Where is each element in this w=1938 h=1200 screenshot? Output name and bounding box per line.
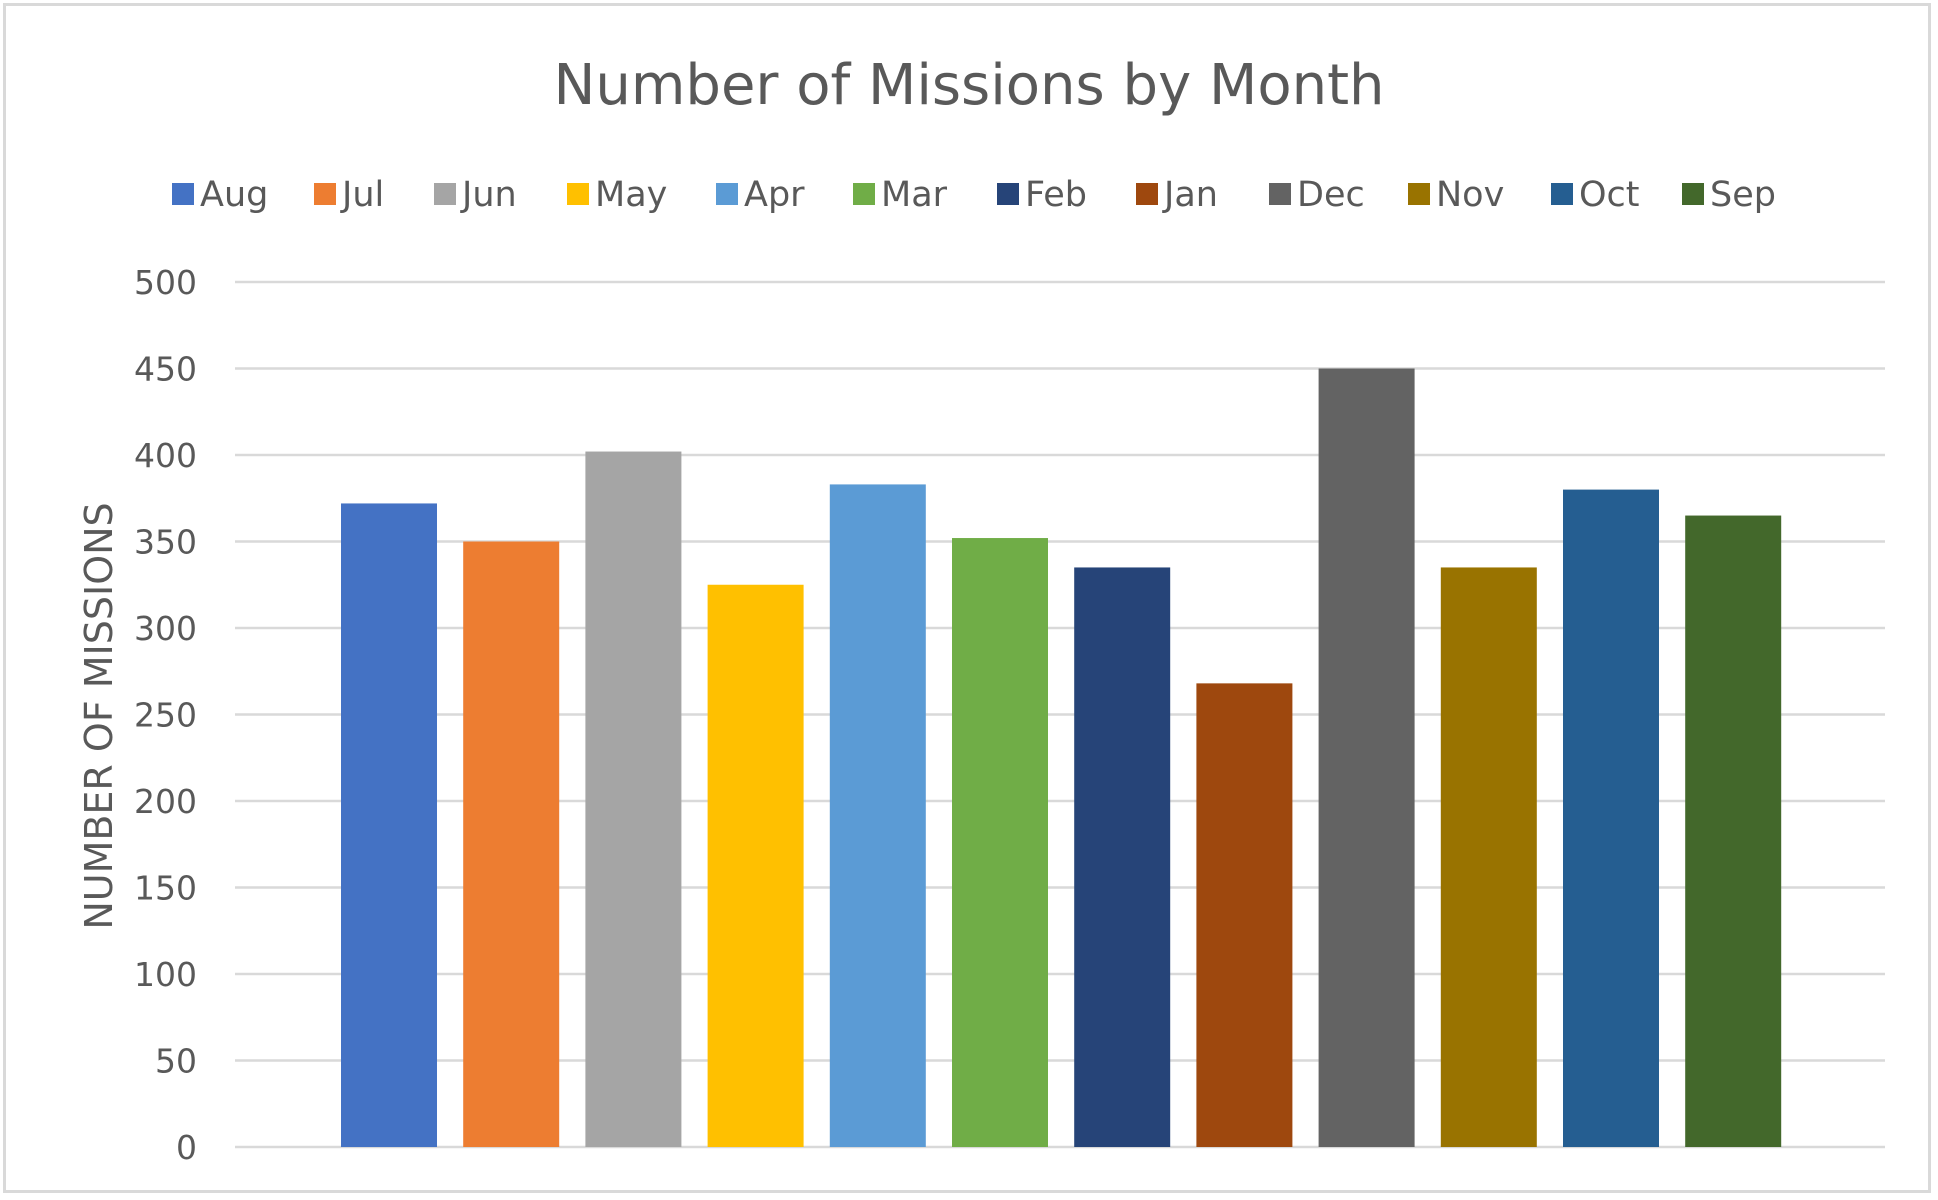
legend-label-jun: Jun xyxy=(460,175,517,215)
legend-label-jul: Jul xyxy=(340,175,384,215)
legend-label-feb: Feb xyxy=(1025,175,1087,215)
bar-nov xyxy=(1440,567,1537,1147)
bar-sep xyxy=(1685,515,1782,1147)
legend-swatch-feb xyxy=(997,183,1019,205)
chart-frame: Number of Missions by Month Aug Jul Jun May… xyxy=(3,3,1931,1193)
legend-swatch-dec xyxy=(1269,183,1291,205)
legend-label-dec: Dec xyxy=(1297,175,1365,215)
y-tick-label: 500 xyxy=(134,263,197,302)
legend-label-mar: Mar xyxy=(881,175,948,215)
bar-may xyxy=(707,584,804,1147)
bar-aug xyxy=(341,503,437,1147)
legend-swatch-apr xyxy=(716,183,738,205)
y-tick-label: 350 xyxy=(134,523,197,562)
y-tick-label: 450 xyxy=(134,350,197,389)
legend-swatch-mar xyxy=(853,183,875,205)
bar-mar xyxy=(952,538,1048,1147)
legend-label-oct: Oct xyxy=(1579,175,1640,215)
y-tick-label: 150 xyxy=(134,869,197,908)
legend-swatch-nov xyxy=(1408,183,1430,205)
y-tick-label: 0 xyxy=(176,1128,197,1167)
bar-apr xyxy=(829,484,926,1147)
bar-chart: Number of Missions by Month Aug Jul Jun May… xyxy=(77,53,1885,1167)
bars xyxy=(341,368,1782,1148)
chart-title: Number of Missions by Month xyxy=(553,53,1384,118)
y-tick-label: 300 xyxy=(134,609,197,648)
y-tick-label: 50 xyxy=(155,1042,197,1081)
legend-label-may: May xyxy=(595,175,667,215)
legend-label-jan: Jan xyxy=(1162,175,1218,215)
legend-swatch-jun xyxy=(434,183,456,205)
legend-swatch-sep xyxy=(1682,183,1704,205)
bar-dec xyxy=(1318,368,1415,1147)
y-tick-label: 100 xyxy=(134,955,197,994)
bar-feb xyxy=(1074,567,1171,1147)
bar-oct xyxy=(1563,489,1659,1148)
legend: Aug Jul Jun May Apr Mar Feb Jan Dec Nov Oct Sep xyxy=(172,175,1776,215)
y-tick-label: 400 xyxy=(134,436,197,475)
y-axis-title: NUMBER OF MISSIONS xyxy=(77,502,121,929)
bar-jun xyxy=(585,451,682,1147)
legend-swatch-jan xyxy=(1136,183,1158,205)
y-axis-ticks: 0 50 100 150 200 250 300 350 400 450 500 xyxy=(134,263,197,1167)
bar-jul xyxy=(463,541,560,1147)
legend-swatch-may xyxy=(567,183,589,205)
y-tick-label: 200 xyxy=(134,782,197,821)
legend-label-nov: Nov xyxy=(1436,175,1504,215)
legend-label-aug: Aug xyxy=(200,175,268,215)
legend-label-sep: Sep xyxy=(1710,175,1776,215)
bar-jan xyxy=(1196,683,1293,1147)
legend-label-apr: Apr xyxy=(744,175,805,215)
legend-swatch-jul xyxy=(314,183,336,205)
legend-swatch-aug xyxy=(172,183,194,205)
legend-swatch-oct xyxy=(1551,183,1573,205)
y-tick-label: 250 xyxy=(134,696,197,735)
